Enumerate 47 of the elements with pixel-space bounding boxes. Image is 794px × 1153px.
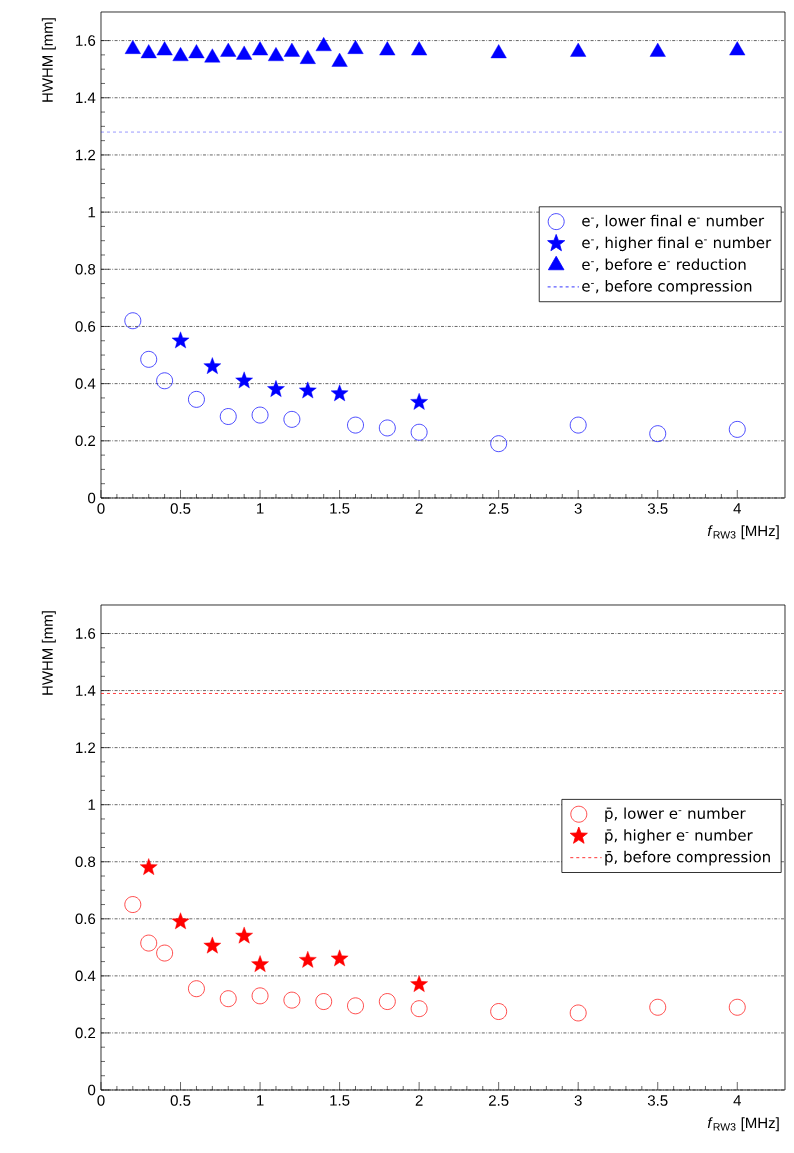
y-tick-label: 0	[88, 1084, 96, 1096]
y-tick-label: 0.4	[75, 970, 96, 982]
x-tick-label: 3	[574, 1095, 582, 1106]
x-tick-label: 2	[415, 1095, 423, 1106]
x-axis-title: f$_{RW3}$ [MHz]	[707, 1117, 779, 1132]
legend-label: e$^{-}$, lower final e$^{-}$ number	[582, 214, 765, 228]
x-tick-label: 3	[574, 503, 582, 514]
y-tick-label: 1	[88, 799, 96, 810]
x-tick-label: 4	[733, 503, 741, 514]
y-tick-label: 0.8	[75, 263, 96, 275]
x-tick-label: 0.5	[170, 503, 191, 514]
x-tick-label: 1	[257, 503, 264, 514]
y-tick-label: 1.6	[76, 628, 96, 639]
legend-label: p̄, before compression	[605, 850, 770, 866]
x-tick-label: 0	[97, 503, 105, 514]
y-tick-label: 0.8	[75, 856, 96, 868]
y-tick-label: 1.4	[76, 92, 96, 103]
x-tick-label: 1.5	[330, 1095, 350, 1106]
y-tick-label: 1.6	[76, 35, 96, 46]
legend-label: e$^{-}$, before e$^{-}$ reduction	[582, 258, 746, 272]
legend-label: e$^{-}$, before compression	[582, 280, 752, 295]
x-tick-label: 0	[97, 1095, 105, 1106]
legend-label: e$^{-}$, higher final e$^{-}$ number	[582, 236, 772, 252]
y-tick-label: 1.2	[76, 149, 96, 161]
y-tick-label: 1.2	[76, 742, 96, 753]
x-axis-title: f$_{RW3}$ [MHz]	[707, 525, 779, 540]
y-axis-title: HWHM [mm]	[41, 611, 56, 695]
x-tick-label: 3.5	[647, 503, 668, 514]
y-tick-label: 1	[88, 206, 96, 218]
y-tick-label: 1.4	[76, 685, 96, 696]
y-tick-label: 0.4	[75, 378, 96, 389]
x-tick-label: 3.5	[647, 1095, 668, 1106]
x-tick-label: 2	[415, 503, 423, 514]
x-tick-label: 1.5	[330, 503, 350, 514]
x-tick-label: 2.5	[489, 1095, 509, 1106]
y-tick-label: 0.2	[75, 1027, 96, 1039]
x-tick-label: 1	[257, 1095, 264, 1106]
x-tick-label: 0.5	[170, 1095, 191, 1106]
legend-label: p̄, higher e$^{-}$ number	[605, 829, 753, 844]
x-tick-label: 4	[733, 1095, 741, 1106]
x-tick-label: 2.5	[489, 503, 509, 514]
y-tick-label: 0.2	[75, 435, 96, 447]
y-tick-label: 0.6	[75, 913, 96, 925]
legend-label: p̄, lower e$^{-}$ number	[605, 807, 746, 822]
y-tick-label: 0	[88, 492, 96, 504]
y-axis-title: HWHM [mm]	[41, 18, 56, 102]
y-tick-label: 0.6	[75, 321, 96, 332]
